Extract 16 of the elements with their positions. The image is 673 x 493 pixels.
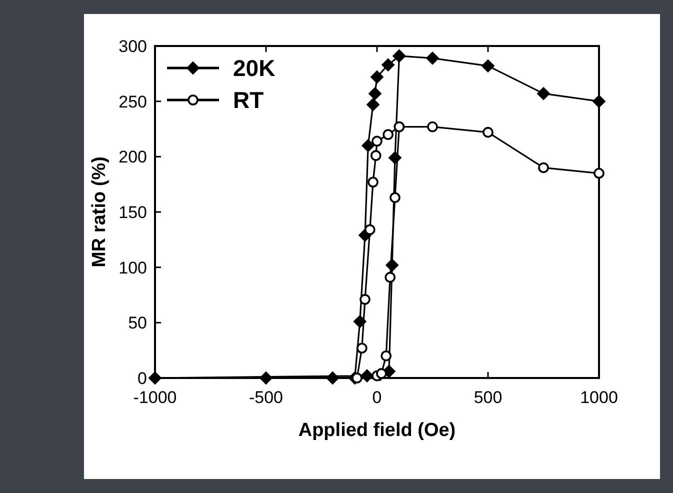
y-tick-label: 200 (118, 148, 147, 167)
x-tick-label: 0 (372, 388, 382, 407)
x-tick-label: 1000 (580, 388, 618, 407)
y-tick-label: 0 (138, 369, 147, 388)
x-tick-label: 500 (474, 388, 502, 407)
y-tick-label: 250 (118, 92, 147, 112)
legend-label: 20K (233, 55, 276, 81)
y-tick-label: 300 (118, 37, 147, 56)
y-tick-label: 100 (118, 258, 147, 278)
y-tick-label: 150 (118, 203, 147, 222)
y-axis-title: MR ratio (%) (89, 156, 110, 268)
x-tick-label: -1000 (133, 388, 177, 407)
x-axis-title: Applied field (Oe) (298, 420, 456, 441)
y-tick-label: 50 (128, 314, 147, 333)
legend-label: RT (233, 87, 264, 113)
x-tick-label: -500 (248, 388, 284, 407)
